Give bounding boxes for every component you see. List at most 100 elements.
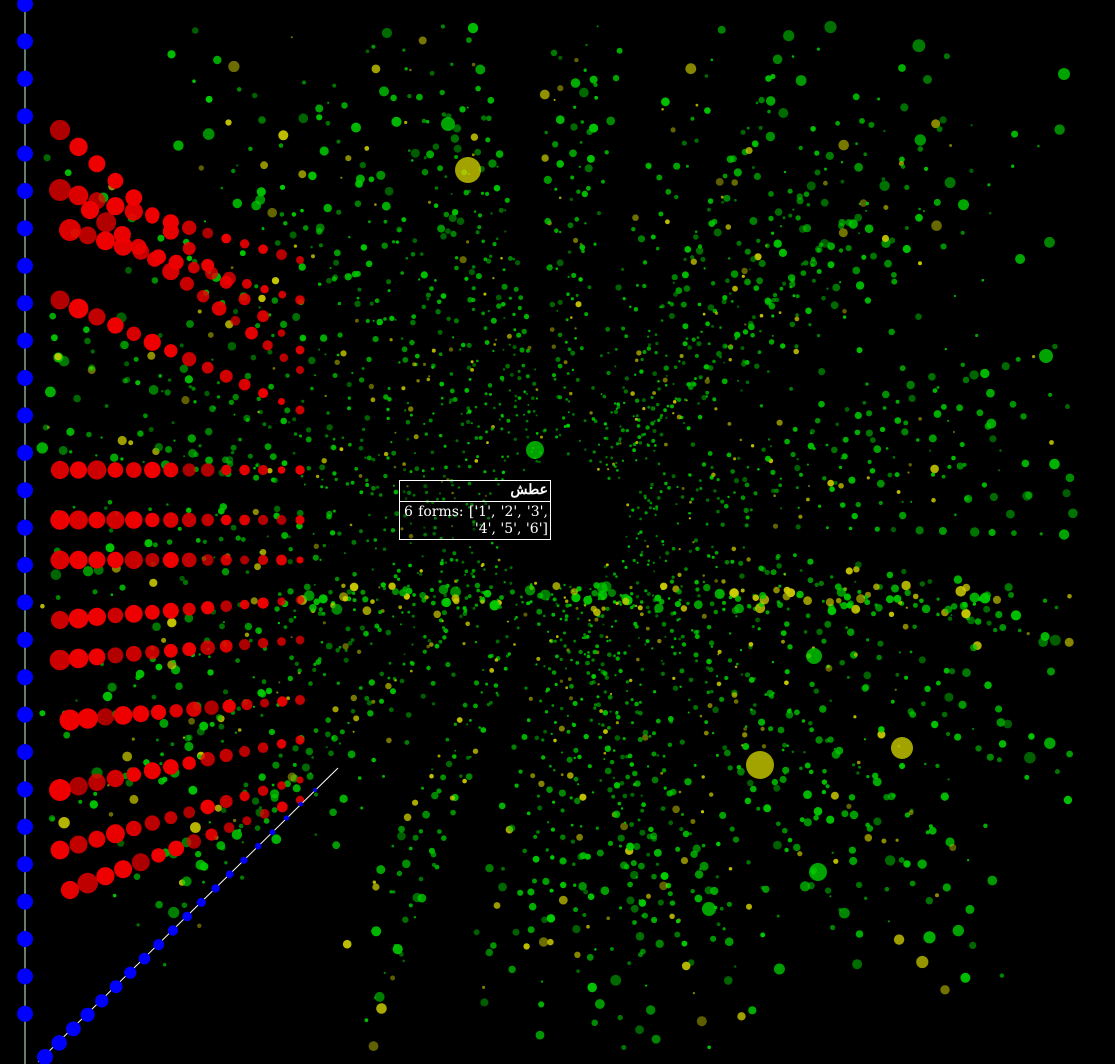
- primary-point: [589, 459, 593, 463]
- primary-point: [459, 774, 463, 778]
- primary-point: [845, 219, 853, 226]
- primary-point: [740, 389, 743, 392]
- primary-point: [465, 755, 470, 760]
- primary-point: [655, 862, 660, 866]
- primary-point: [266, 689, 271, 694]
- primary-point: [325, 746, 328, 749]
- primary-point: [656, 174, 663, 181]
- primary-point: [986, 620, 992, 626]
- secondary-point: [895, 838, 899, 842]
- highlighted-point: [258, 388, 269, 399]
- primary-point: [610, 974, 622, 986]
- highlighted-point: [125, 645, 142, 662]
- primary-point: [825, 151, 834, 160]
- primary-point: [602, 710, 609, 716]
- primary-point: [619, 425, 622, 428]
- primary-point: [596, 25, 599, 28]
- primary-point: [489, 492, 492, 495]
- primary-point: [746, 860, 751, 865]
- primary-point: [438, 579, 442, 584]
- primary-point: [444, 465, 448, 470]
- primary-point: [381, 27, 392, 39]
- secondary-point: [678, 548, 681, 551]
- secondary-point: [679, 354, 684, 358]
- primary-point: [778, 584, 782, 588]
- primary-point: [474, 603, 479, 607]
- secondary-point: [254, 563, 261, 571]
- primary-point: [467, 409, 472, 414]
- primary-point: [575, 293, 579, 297]
- secondary-point: [427, 200, 432, 204]
- primary-point: [421, 555, 424, 558]
- highlighted-point: [68, 298, 89, 319]
- primary-point: [737, 379, 740, 382]
- primary-point: [184, 741, 194, 752]
- primary-point: [742, 329, 749, 335]
- secondary-point: [665, 219, 670, 225]
- primary-point: [467, 441, 470, 445]
- highlighted-point: [201, 554, 214, 566]
- primary-point: [725, 278, 730, 284]
- primary-point: [556, 309, 559, 312]
- primary-point: [771, 778, 778, 786]
- primary-point: [637, 736, 643, 743]
- highlighted-point: [124, 202, 143, 221]
- primary-point: [466, 406, 471, 411]
- primary-point: [361, 367, 365, 370]
- primary-point: [291, 212, 297, 217]
- primary-point: [311, 756, 314, 759]
- primary-point: [701, 394, 707, 401]
- primary-point: [434, 864, 440, 870]
- primary-point: [658, 211, 664, 217]
- secondary-point: [426, 644, 430, 649]
- primary-point: [668, 820, 674, 826]
- primary-point: [558, 789, 567, 797]
- highlighted-point: [124, 550, 143, 570]
- primary-point: [332, 437, 336, 441]
- primary-point: [302, 80, 306, 85]
- highlighted-point: [238, 378, 251, 391]
- axis-marker: [17, 519, 33, 536]
- secondary-point: [340, 350, 347, 357]
- secondary-point: [761, 744, 767, 749]
- primary-point: [683, 285, 691, 292]
- secondary-point: [573, 237, 579, 243]
- secondary-point: [565, 686, 569, 690]
- primary-point: [459, 106, 466, 113]
- secondary-point: [825, 598, 835, 607]
- primary-point: [639, 683, 642, 686]
- primary-point: [865, 382, 869, 386]
- primary-point: [309, 772, 312, 775]
- primary-point: [442, 635, 447, 640]
- secondary-point: [493, 902, 501, 909]
- primary-point: [208, 821, 211, 824]
- primary-point: [483, 589, 492, 598]
- highlighted-point: [113, 706, 133, 725]
- secondary-point: [523, 943, 530, 950]
- primary-point: [803, 630, 808, 634]
- primary-point: [369, 301, 374, 306]
- primary-point: [386, 407, 390, 412]
- axis-marker: [51, 1035, 67, 1051]
- primary-point: [310, 245, 313, 249]
- primary-point: [697, 402, 700, 405]
- primary-point: [563, 386, 567, 389]
- primary-point: [638, 899, 647, 907]
- primary-point: [181, 876, 192, 887]
- primary-point: [573, 907, 579, 913]
- highlighted-point: [96, 231, 115, 251]
- highlighted-point: [124, 604, 143, 623]
- primary-point: [713, 489, 717, 493]
- primary-point: [825, 784, 830, 789]
- highlight-point: [526, 441, 544, 459]
- primary-point: [579, 141, 583, 144]
- primary-point: [820, 239, 829, 248]
- primary-point: [564, 618, 568, 622]
- primary-point: [552, 800, 556, 804]
- primary-point: [535, 1030, 545, 1040]
- primary-point: [704, 720, 709, 724]
- primary-point: [690, 442, 696, 447]
- secondary-point: [681, 487, 685, 490]
- primary-point: [478, 492, 481, 496]
